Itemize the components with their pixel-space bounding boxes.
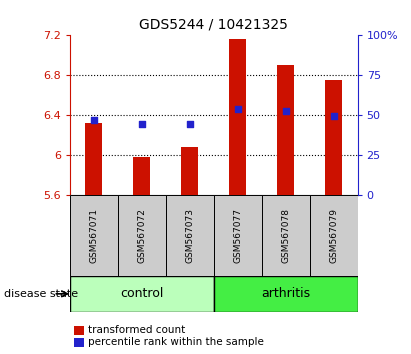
Bar [85,123,102,195]
Bar [70,276,214,312]
Point [330,113,337,118]
Text: percentile rank within the sample: percentile rank within the sample [88,337,264,347]
Text: GSM567072: GSM567072 [137,208,146,263]
Bar [309,195,358,276]
Text: arthritis: arthritis [261,287,310,300]
Point [139,121,145,127]
Text: control: control [120,287,164,300]
Bar [214,276,358,312]
Text: transformed count: transformed count [88,325,186,335]
Point [187,121,193,127]
Bar [134,157,150,195]
Text: GSM567077: GSM567077 [233,208,242,263]
Bar [74,326,84,335]
Bar [214,195,262,276]
Bar [262,195,309,276]
Bar [277,65,294,195]
Text: disease state: disease state [4,289,78,299]
Bar [181,147,198,195]
Bar [229,39,246,195]
Point [234,106,241,112]
Point [90,117,97,123]
Bar [325,80,342,195]
Title: GDS5244 / 10421325: GDS5244 / 10421325 [139,17,288,32]
Text: GSM567071: GSM567071 [89,208,98,263]
Bar [166,195,214,276]
Point [282,108,289,113]
Text: GSM567073: GSM567073 [185,208,194,263]
Bar [118,195,166,276]
Text: GSM567079: GSM567079 [329,208,338,263]
Bar [70,195,118,276]
Text: GSM567078: GSM567078 [281,208,290,263]
Bar [74,338,84,347]
